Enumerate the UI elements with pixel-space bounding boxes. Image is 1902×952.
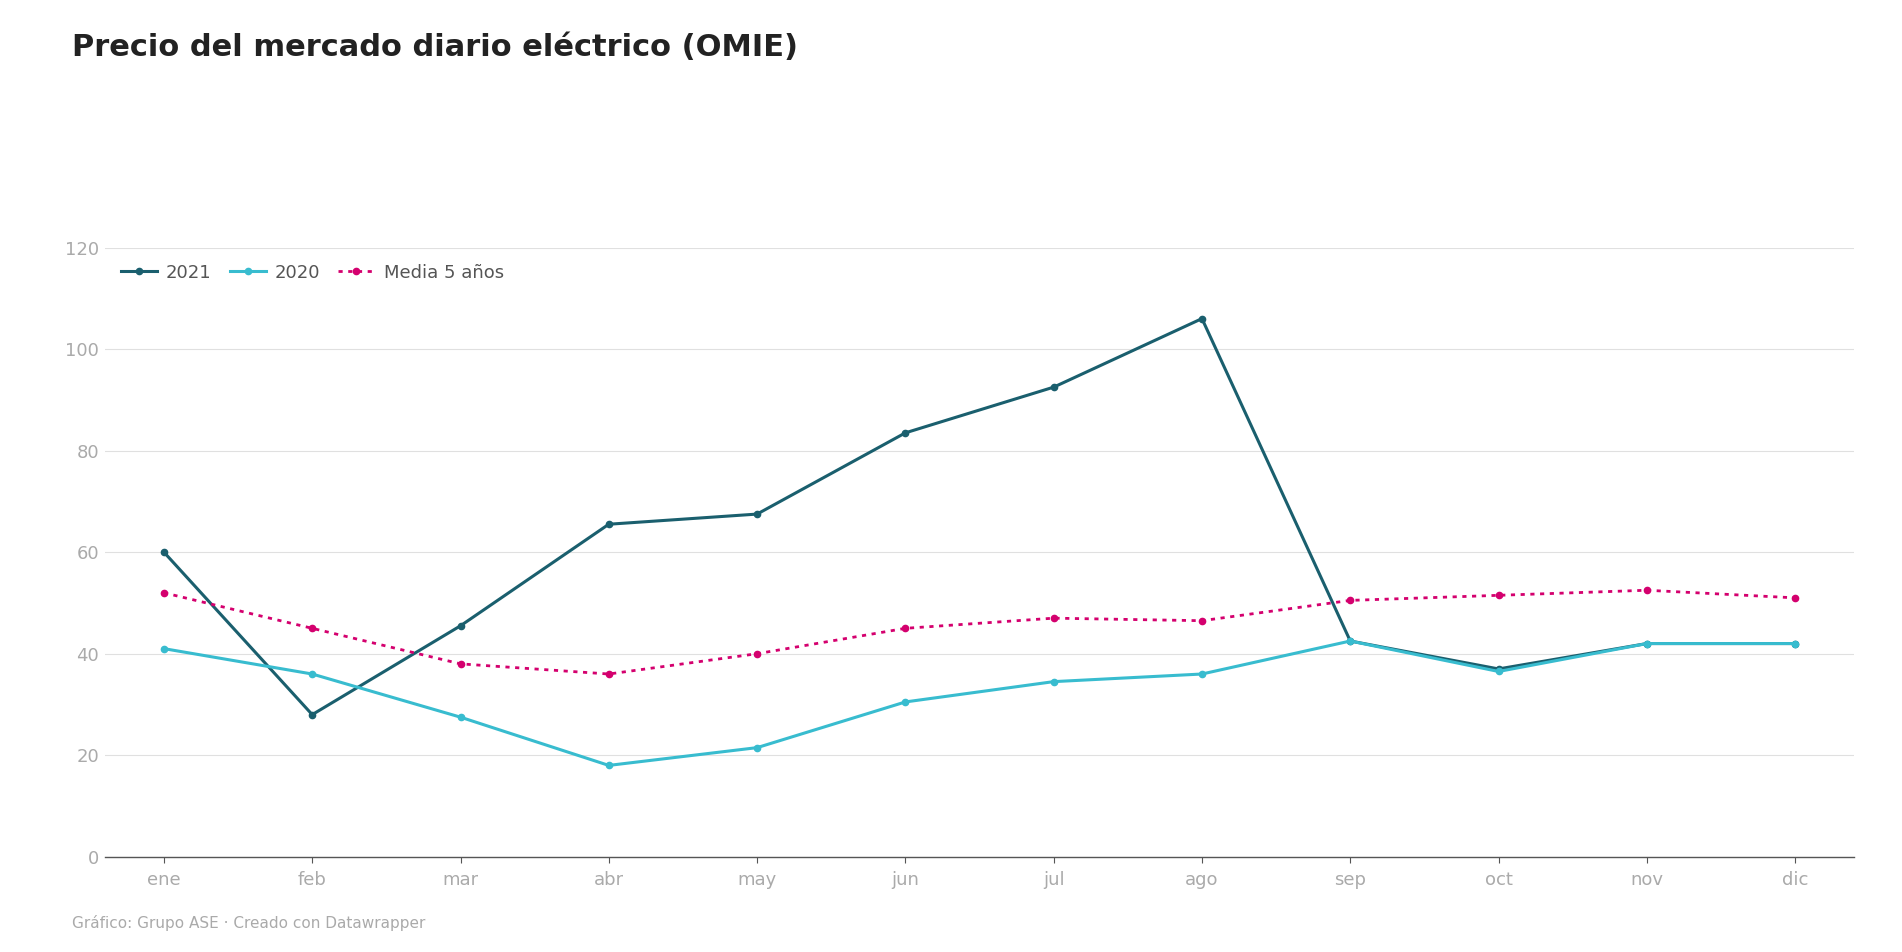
Text: Precio del mercado diario eléctrico (OMIE): Precio del mercado diario eléctrico (OMI… xyxy=(72,33,799,62)
Legend: 2021, 2020, Media 5 años: 2021, 2020, Media 5 años xyxy=(114,256,512,289)
Text: Gráfico: Grupo ASE · Creado con Datawrapper: Gráfico: Grupo ASE · Creado con Datawrap… xyxy=(72,915,426,931)
